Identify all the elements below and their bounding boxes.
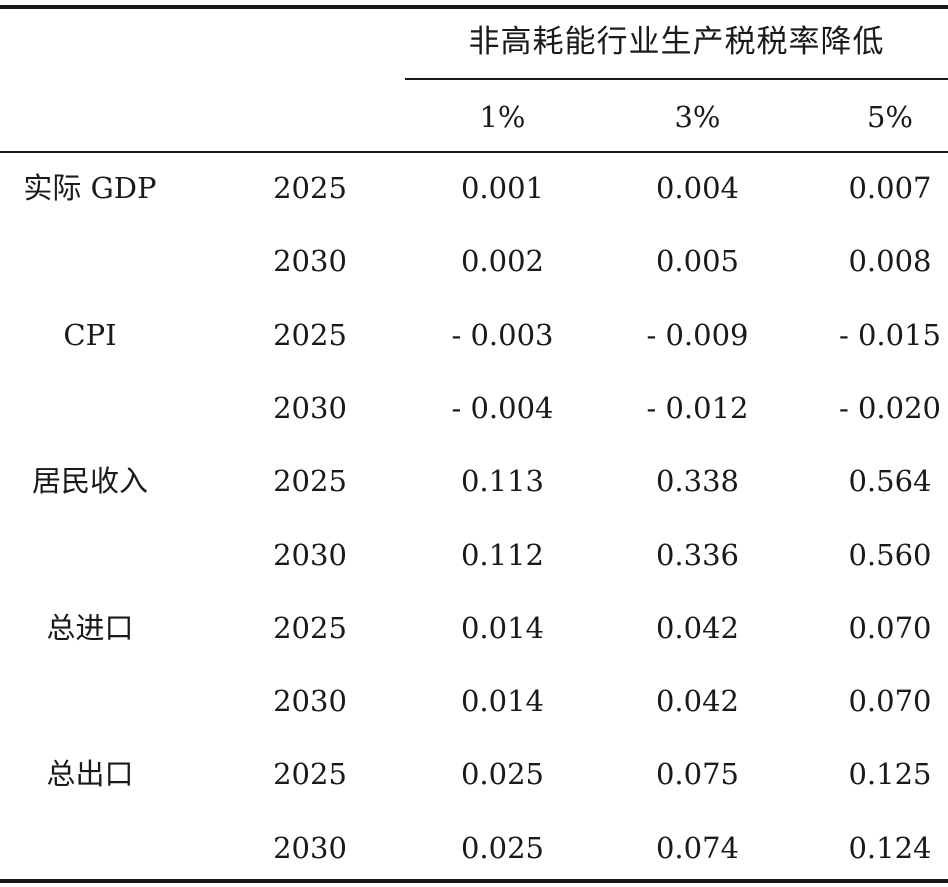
group-header-rule <box>405 78 948 80</box>
year-cell: 2030 <box>273 831 347 865</box>
value-cell-3: 0.560 <box>848 538 932 572</box>
value-cell-2: - 0.012 <box>646 391 749 425</box>
value-cell-3: 0.070 <box>848 684 932 718</box>
value-cell-1: 0.014 <box>460 684 545 718</box>
header-rule <box>0 151 948 153</box>
year-cell: 2030 <box>273 391 347 425</box>
value-cell-1: - 0.003 <box>451 318 554 352</box>
value-cell-1: 0.025 <box>460 757 545 791</box>
value-cell-3: - 0.020 <box>838 391 942 425</box>
year-cell: 2030 <box>273 244 347 278</box>
value-cell-1: 0.002 <box>460 244 545 278</box>
year-cell: 2030 <box>273 538 347 572</box>
column-header-2: 3% <box>674 100 721 134</box>
value-cell-3: 0.008 <box>848 244 932 278</box>
value-cell-1: 0.025 <box>460 831 545 865</box>
indicator-cell: 实际 GDP <box>23 171 157 205</box>
value-cell-1: - 0.004 <box>451 391 554 425</box>
value-cell-3: 0.124 <box>848 831 932 865</box>
table-top-rule <box>0 5 948 9</box>
column-header-3: 5% <box>866 100 913 134</box>
indicator-cell <box>0 388 180 428</box>
value-cell-2: 0.075 <box>655 757 740 791</box>
indicator-cell: 总进口 <box>46 611 134 645</box>
value-cell-3: 0.070 <box>848 611 932 645</box>
value-cell-1: 0.001 <box>460 171 545 205</box>
year-cell: 2025 <box>273 464 347 498</box>
value-cell-2: 0.042 <box>655 611 740 645</box>
value-cell-2: 0.042 <box>655 684 740 718</box>
value-cell-2: - 0.009 <box>646 318 749 352</box>
indicator-cell: 总出口 <box>46 757 134 791</box>
indicator-cell <box>0 681 180 721</box>
table-bottom-rule <box>0 879 948 883</box>
indicator-cell <box>0 828 180 868</box>
indicator-cell <box>0 535 180 575</box>
value-cell-2: 0.338 <box>655 464 740 498</box>
year-cell: 2025 <box>273 318 347 352</box>
value-cell-3: 0.007 <box>848 171 932 205</box>
year-cell: 2025 <box>273 757 347 791</box>
value-cell-1: 0.112 <box>460 538 545 572</box>
value-cell-2: 0.005 <box>655 244 740 278</box>
year-cell: 2030 <box>273 684 347 718</box>
value-cell-3: 0.564 <box>848 464 932 498</box>
group-header: 非高耗能行业生产税税率降低 <box>468 24 885 60</box>
column-header-1: 1% <box>479 100 526 134</box>
value-cell-3: 0.125 <box>848 757 932 791</box>
value-cell-1: 0.014 <box>460 611 545 645</box>
year-cell: 2025 <box>273 611 347 645</box>
indicator-cell: CPI <box>63 318 117 352</box>
year-cell: 2025 <box>273 171 347 205</box>
value-cell-2: 0.336 <box>655 538 740 572</box>
indicator-cell: 居民收入 <box>31 464 148 498</box>
value-cell-2: 0.074 <box>655 831 740 865</box>
value-cell-2: 0.004 <box>655 171 740 205</box>
value-cell-3: - 0.015 <box>838 318 942 352</box>
indicator-cell <box>0 241 180 281</box>
value-cell-1: 0.113 <box>460 464 545 498</box>
